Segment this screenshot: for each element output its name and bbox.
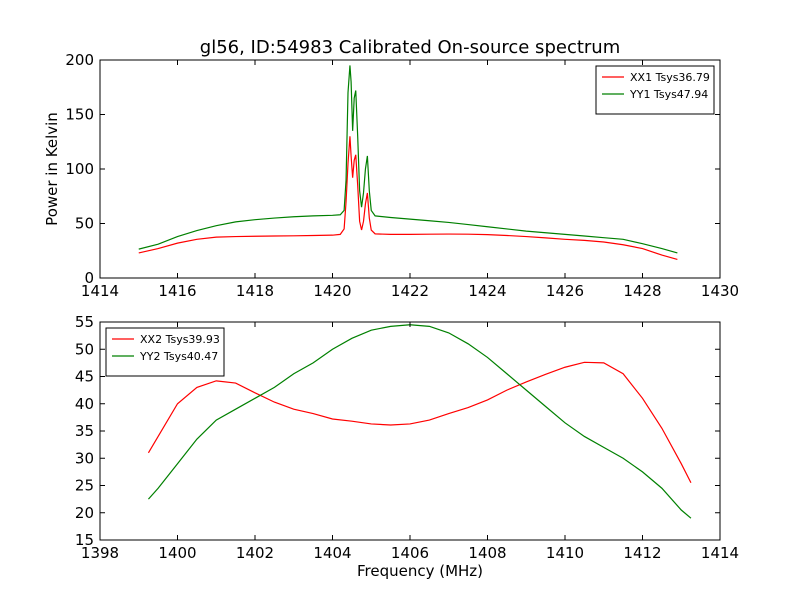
plot-2-x-tick-label: 1408 [468,544,506,562]
plot-1-y-tick-label: 200 [65,51,94,69]
plot-2-x-axis-label: Frequency (MHz) [357,562,483,580]
plot-2-series-line-2 [147,324,692,519]
plot-2-x-tick-label: 1398 [81,544,119,562]
plot-1-y-tick-label: 50 [75,215,94,233]
plot-1-x-tick-label: 1430 [701,282,739,300]
plot-1-x-tick-label: 1418 [236,282,274,300]
plot-1-x-tick-label: 1416 [158,282,196,300]
plot-1-x-tick-label: 1422 [391,282,429,300]
plot-2-y-tick-label: 50 [75,340,94,358]
plot-1-series-line-2 [138,65,678,254]
plot-1-x-tick-label: 1414 [81,282,119,300]
plot-2-x-tick-label: 1412 [623,544,661,562]
plot-1-y-axis-label: Power in Kelvin [43,112,61,226]
plot-2-y-tick-label: 20 [75,504,94,522]
plot-2-x-tick-label: 1404 [313,544,351,562]
plot-1-x-tick-label: 1420 [313,282,351,300]
plot-2-x-tick-label: 1414 [701,544,739,562]
plot-1-y-tick-label: 150 [65,106,94,124]
plot-2-y-tick-label: 15 [75,531,94,549]
plot-1-legend: XX1 Tsys36.79 YY1 Tsys47.94 [595,65,715,115]
plot-2-y-tick-label: 40 [75,395,94,413]
chart-title: gl56, ID:54983 Calibrated On-source spec… [200,37,620,58]
plot-2-legend: XX2 Tsys39.93 YY2 Tsys40.47 [105,327,225,377]
plot-1-x-tick-label: 1424 [468,282,506,300]
plot-2-y-tick-label: 30 [75,449,94,467]
plot-2-y-tick-label: 55 [75,313,94,331]
plot-2-legend-entry: YY2 Tsys40.47 [139,350,218,363]
plot-1-legend-entry: YY1 Tsys47.94 [629,88,708,101]
top-plot: 1414 1416 1418 1420 1422 1424 1426 1428 1430 0 50 1… [43,51,739,300]
plot-1-series-line-1 [138,136,678,261]
plot-1-legend-box [595,65,715,115]
plot-2-x-tick-label: 1410 [546,544,584,562]
bottom-plot: 1398 1400 1402 1404 1406 1408 1410 1412 1414 15 20… [75,313,739,580]
plot-1-y-tick-label: 100 [65,160,94,178]
plot-2-series-line-1 [147,361,692,484]
plot-2-y-tick-label: 35 [75,422,94,440]
plot-1-legend-entry: XX1 Tsys36.79 [630,71,710,84]
plot-2-legend-box [105,327,225,377]
plot-2-y-tick-label: 45 [75,368,94,386]
plot-2-x-tick-label: 1400 [158,544,196,562]
plot-2-y-tick-label: 25 [75,477,94,495]
plot-1-x-tick-label: 1428 [623,282,661,300]
plot-2-x-tick-label: 1406 [391,544,429,562]
plot-2-legend-entry: XX2 Tsys39.93 [140,333,220,346]
plot-2-x-tick-label: 1402 [236,544,274,562]
plot-1-y-tick-label: 0 [84,269,94,287]
plot-1-x-tick-label: 1426 [546,282,584,300]
